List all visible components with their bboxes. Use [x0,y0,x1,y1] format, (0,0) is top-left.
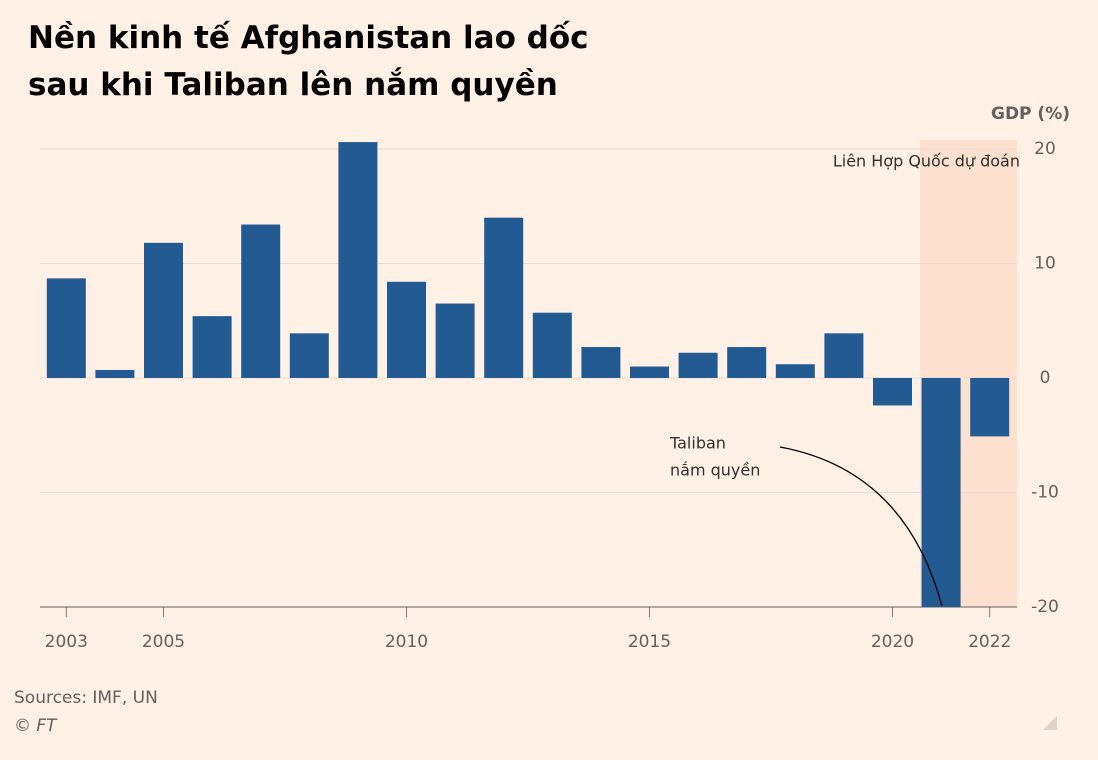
chart-title: sau khi Taliban lên nắm quyền [28,67,558,103]
bar [873,377,912,406]
bar [192,316,232,378]
bar [532,312,572,378]
bar [630,366,669,378]
bar [484,217,524,378]
bar [921,377,961,607]
x-tick-label: 2020 [871,632,914,652]
y-tick-label: 10 [1034,253,1056,273]
bar [95,369,135,378]
bar [775,364,815,378]
bar [678,352,718,378]
bar [435,303,475,378]
credit: © FT [14,716,58,736]
bar [970,377,1010,437]
y-tick-label: -10 [1031,482,1059,502]
bar [144,242,183,378]
taliban-annotation: Taliban [669,434,726,453]
resize-icon [1043,716,1057,730]
bar [338,142,378,378]
x-tick-label: 2010 [385,632,428,652]
x-tick-label: 2003 [45,632,88,652]
annotation-connector [779,446,943,607]
bar [727,347,767,378]
y-axis-label: GDP (%) [991,104,1070,124]
y-tick-label: -20 [1031,597,1059,617]
forecast-annotation: Liên Hợp Quốc dự đoán [833,152,1020,171]
bar [46,278,86,378]
y-tick-label: 20 [1034,139,1056,159]
y-tick-label: 0 [1040,368,1051,388]
bar [581,347,621,378]
chart-title: Nền kinh tế Afghanistan lao dốc [28,20,589,56]
x-tick-label: 2005 [142,632,185,652]
source: Sources: IMF, UN [14,688,158,708]
x-tick-label: 2022 [968,632,1011,652]
bar [824,333,864,378]
bar [289,333,329,378]
taliban-annotation: nắm quyền [670,461,760,480]
bar [387,281,426,378]
bar [241,224,281,378]
x-tick-label: 2015 [628,632,671,652]
